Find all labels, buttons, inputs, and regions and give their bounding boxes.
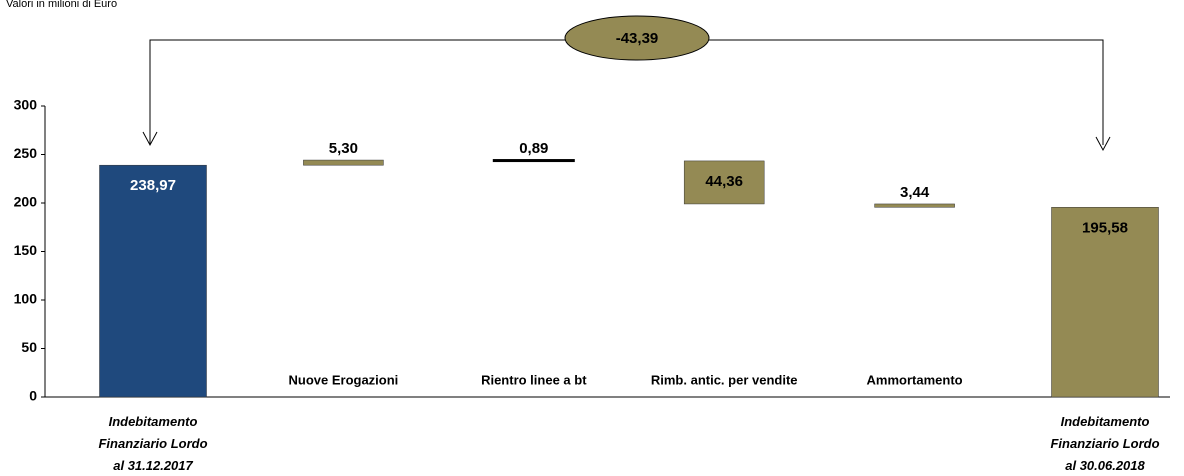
value-label: 5,30: [329, 140, 358, 157]
y-tick-label: 150: [14, 242, 38, 258]
bar: [683, 160, 765, 205]
value-label: 238,97: [130, 177, 176, 194]
y-tick-label: 200: [14, 194, 38, 210]
bar: [492, 159, 575, 163]
y-tick-label: 50: [21, 339, 37, 355]
chart-subtitle: Valori in milioni di Euro: [6, 0, 117, 10]
x-tick-label: Rientro linee a bt: [481, 372, 587, 387]
bar: [874, 203, 955, 208]
x-tick-label: Nuove Erogazioni: [289, 372, 399, 387]
bar: [303, 159, 384, 166]
x-tick-label: Indebitamento Finanziario Lordo al 30.06.2…: [1050, 414, 1159, 473]
x-tick-label: Rimb. antic. per vendite: [651, 372, 798, 387]
y-tick-label: 300: [14, 97, 38, 113]
y-tick-label: 0: [29, 388, 37, 404]
bar: [1051, 207, 1159, 398]
annotation: -43,39: [616, 30, 659, 47]
value-label: 44,36: [705, 173, 743, 190]
x-tick-label: Ammortamento: [867, 372, 963, 387]
annotation-bubble: [564, 15, 710, 61]
value-label: 195,58: [1082, 219, 1128, 236]
y-tick-label: 250: [14, 145, 38, 161]
value-label: 0,89: [519, 140, 548, 157]
x-tick-label: Indebitamento Finanziario Lordo al 31.12.2…: [98, 414, 207, 473]
bar: [99, 164, 207, 398]
value-label: 3,44: [900, 184, 930, 201]
y-tick-label: 100: [14, 291, 38, 307]
